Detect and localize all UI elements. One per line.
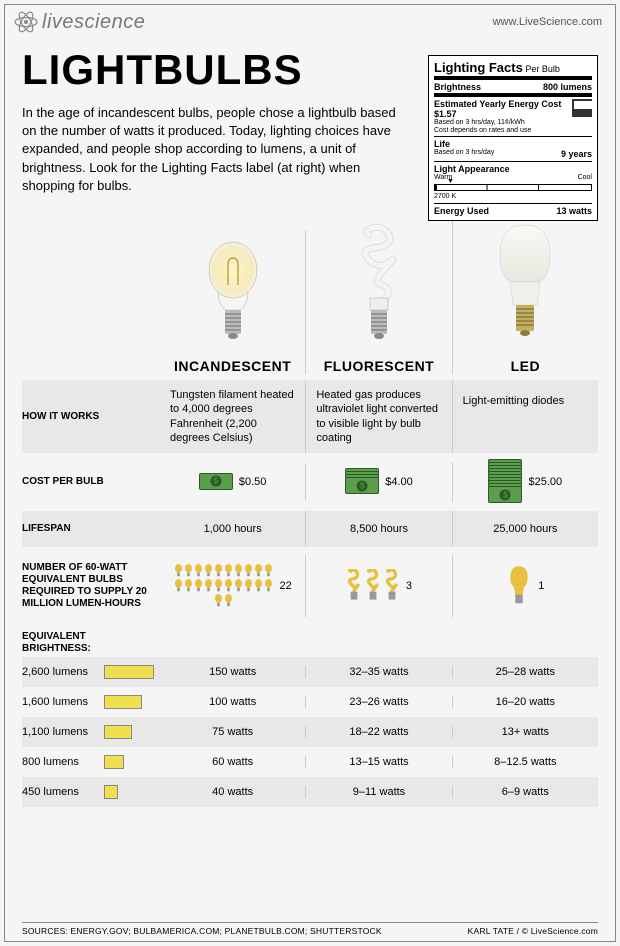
facts-per: Per Bulb bbox=[525, 64, 560, 74]
sources: SOURCES: ENERGY.GOV; BULBAMERICA.COM; PL… bbox=[22, 926, 382, 936]
lighting-facts-label: Lighting Facts Per Bulb Brightness800 lu… bbox=[428, 55, 598, 221]
money-icon bbox=[488, 461, 522, 503]
footer: SOURCES: ENERGY.GOV; BULBAMERICA.COM; PL… bbox=[22, 922, 598, 936]
money-icon bbox=[199, 475, 233, 490]
facts-title: Lighting Facts bbox=[434, 60, 523, 75]
energy-star-icon bbox=[572, 99, 592, 117]
credit: KARL TATE / © LiveScience.com bbox=[468, 926, 598, 936]
money-icon bbox=[345, 470, 379, 494]
